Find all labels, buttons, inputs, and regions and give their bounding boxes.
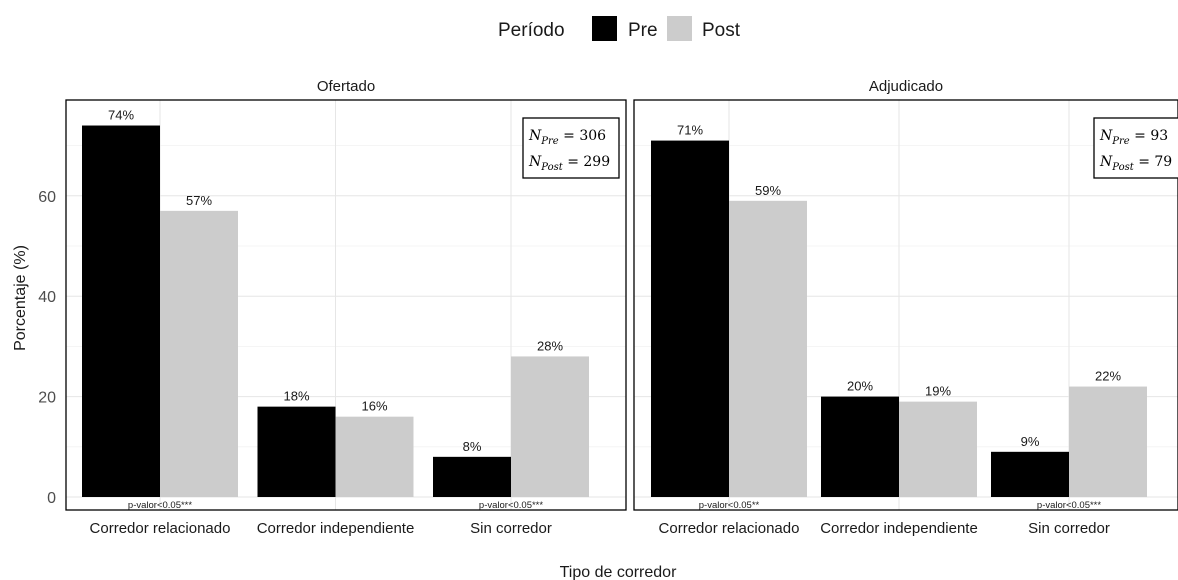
legend: Período Pre Post — [498, 16, 741, 41]
bar-pre — [257, 406, 336, 497]
legend-swatch-pre — [592, 16, 617, 41]
bar-value-label: 18% — [283, 389, 309, 404]
bar-value-label: 22% — [1095, 369, 1121, 384]
sample-size-box — [1093, 117, 1178, 179]
bar-value-label: 57% — [186, 193, 212, 208]
bar-post — [1069, 386, 1147, 497]
bar-post — [335, 416, 414, 497]
bar-value-label: 9% — [1021, 434, 1040, 449]
bar-pre — [433, 456, 511, 497]
y-tick-label: 40 — [38, 289, 56, 306]
bar-value-label: 71% — [677, 123, 703, 138]
x-tick-label: Corredor independiente — [820, 520, 978, 537]
bar-post — [511, 356, 589, 497]
panel-adjudicado: Adjudicado 71% 20% 9% 59% 19% 22% p-valor<0.05*… — [633, 78, 1178, 537]
bar-pre — [82, 125, 160, 498]
y-tick-label: 20 — [38, 390, 56, 407]
x-axis-title: Tipo de corredor — [560, 564, 677, 580]
bar-value-label: 16% — [361, 399, 387, 414]
p-value-label: p-valor<0.05** — [699, 500, 760, 511]
bar-pre — [651, 140, 729, 497]
bar-pre — [821, 396, 899, 497]
sample-size-line: NPost = 299 — [528, 154, 610, 173]
legend-label-pre: Pre — [628, 20, 658, 41]
bar-value-label: 19% — [925, 384, 951, 399]
sample-size-line: NPre = 306 — [528, 128, 606, 147]
panel-border — [633, 99, 1178, 511]
p-value-label: p-valor<0.05*** — [1037, 500, 1101, 511]
bar-value-label: 28% — [537, 338, 563, 353]
panel-border — [65, 99, 627, 511]
legend-label-post: Post — [702, 20, 741, 41]
bar-post — [160, 210, 238, 498]
bar-pre — [991, 451, 1069, 497]
bar-value-label: 8% — [463, 439, 482, 454]
x-tick-label: Corredor relacionado — [90, 520, 231, 537]
panel-title: Adjudicado — [869, 78, 943, 95]
legend-swatch-post — [667, 16, 692, 41]
y-tick-label: 0 — [47, 490, 56, 507]
y-axis-ticks: 0 20 40 60 — [38, 189, 56, 507]
x-tick-label: Sin corredor — [470, 520, 552, 537]
sample-size-line: NPre = 93 — [1099, 128, 1168, 147]
panel-ofertado: Ofertado 74% 18% 8% 57% 16% 28% p-valor<0.05***… — [65, 78, 627, 537]
sample-size-box — [522, 117, 620, 179]
p-value-label: p-valor<0.05*** — [479, 500, 543, 511]
legend-title: Período — [498, 20, 565, 41]
bar-value-label: 59% — [755, 183, 781, 198]
bar-post — [899, 401, 977, 497]
x-tick-label: Corredor independiente — [257, 520, 415, 537]
sample-size-line: NPost = 79 — [1099, 154, 1172, 173]
y-axis-title: Porcentaje (%) — [12, 245, 29, 351]
p-value-label: p-valor<0.05*** — [128, 500, 192, 511]
x-tick-label: Corredor relacionado — [659, 520, 800, 537]
bar-value-label: 74% — [108, 108, 134, 123]
panel-title: Ofertado — [317, 78, 375, 95]
x-tick-label: Sin corredor — [1028, 520, 1110, 537]
bar-value-label: 20% — [847, 379, 873, 394]
y-tick-label: 60 — [38, 189, 56, 206]
bar-post — [729, 200, 807, 497]
